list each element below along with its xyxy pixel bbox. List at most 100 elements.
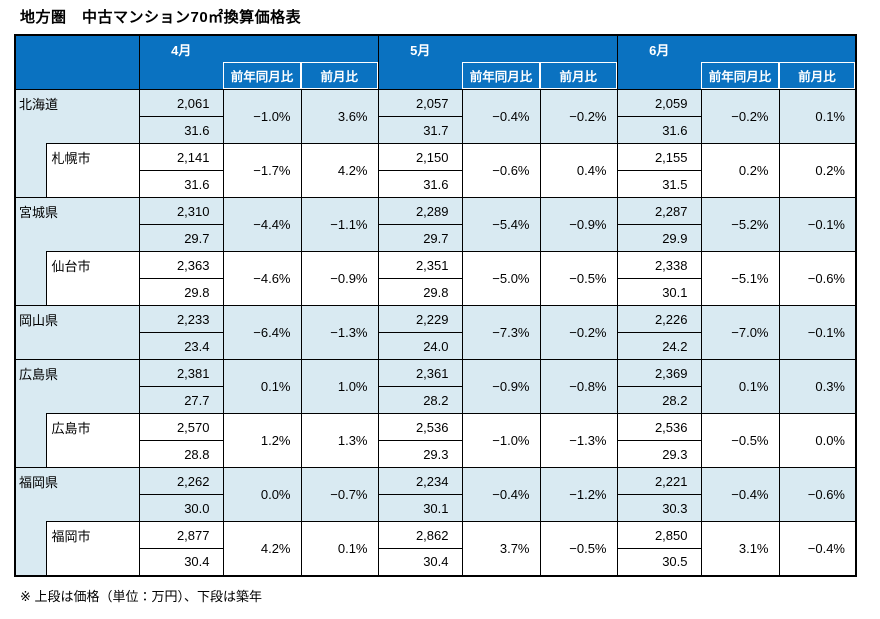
yoy-subheader-cell: 前年同月比 xyxy=(223,62,301,90)
price-cell: 2,570 xyxy=(138,413,224,441)
age-cell: 24.2 xyxy=(616,332,702,360)
price-cell: 2,338 xyxy=(616,251,702,279)
age-cell: 30.1 xyxy=(377,494,463,522)
yoy-subheader-cell: 前年同月比 xyxy=(701,62,779,90)
age-cell: 31.7 xyxy=(377,116,463,144)
price-cell: 2,310 xyxy=(138,197,224,225)
price-cell: 2,877 xyxy=(138,521,224,549)
prefecture-label: 北海道 xyxy=(19,97,59,112)
yoy-cell: 0.1% xyxy=(700,359,780,414)
prefecture-name-cell xyxy=(46,467,140,522)
mom-cell: −0.5% xyxy=(539,251,618,306)
prefecture-name-cell xyxy=(46,305,140,360)
price-cell: 2,862 xyxy=(377,521,463,549)
price-cell: 2,059 xyxy=(616,89,702,117)
price-cell: 2,536 xyxy=(377,413,463,441)
price-cell: 2,850 xyxy=(616,521,702,549)
yoy-cell: −0.4% xyxy=(700,467,780,522)
table-body: 北海道 2,061 −1.0% 3.6% 2,057 −0.4% −0.2% 2,059 −0.… xyxy=(14,89,857,576)
yoy-cell: −0.4% xyxy=(461,89,541,144)
city-name-cell: 広島市 xyxy=(45,413,140,468)
prefecture-strip: 福岡県 xyxy=(14,467,58,576)
mom-subheader-cell: 前月比 xyxy=(301,62,379,90)
mom-label: 前月比 xyxy=(779,62,855,89)
age-cell: 28.8 xyxy=(138,440,224,468)
price-cell: 2,234 xyxy=(377,467,463,495)
yoy-cell: −0.2% xyxy=(700,89,780,144)
mom-label: 前月比 xyxy=(540,62,617,89)
mom-cell: −0.6% xyxy=(778,467,857,522)
age-cell: 23.4 xyxy=(138,332,224,360)
price-cell: 2,287 xyxy=(616,197,702,225)
mom-cell: −0.2% xyxy=(539,305,618,360)
price-table: 4月 5月 6月 前年同月比 前月比 前年同月比 前月比 前年同月比 前月比 北… xyxy=(14,34,857,577)
mom-cell: −0.4% xyxy=(778,521,857,576)
prefecture-label: 福岡県 xyxy=(19,475,59,490)
prefecture-label: 広島県 xyxy=(19,367,59,382)
yoy-cell: 4.2% xyxy=(222,521,302,576)
mom-cell: −0.9% xyxy=(300,251,379,306)
footnote: ※ 上段は価格（単位：万円）、下段は築年 xyxy=(20,588,263,604)
yoy-label: 前年同月比 xyxy=(701,62,779,89)
price-cell: 2,155 xyxy=(616,143,702,171)
mom-label: 前月比 xyxy=(301,62,378,89)
mom-cell: −1.3% xyxy=(539,413,618,468)
age-cell: 28.2 xyxy=(377,386,463,414)
price-subheader-cell xyxy=(377,62,462,90)
prefecture-strip: 広島県 xyxy=(14,359,58,468)
age-cell: 29.7 xyxy=(138,224,224,252)
price-subheader-cell xyxy=(616,62,701,90)
page-title: 地方圏 中古マンション70㎡換算価格表 xyxy=(20,9,302,26)
age-cell: 29.3 xyxy=(377,440,463,468)
price-cell: 2,289 xyxy=(377,197,463,225)
yoy-cell: −1.0% xyxy=(461,413,541,468)
yoy-cell: −5.4% xyxy=(461,197,541,252)
age-cell: 30.4 xyxy=(138,548,224,576)
prefecture-label: 宮城県 xyxy=(19,205,59,220)
price-cell: 2,233 xyxy=(138,305,224,333)
age-cell: 28.2 xyxy=(616,386,702,414)
month-header-april: 4月 xyxy=(138,34,223,62)
price-cell: 2,141 xyxy=(138,143,224,171)
age-cell: 30.4 xyxy=(377,548,463,576)
mom-cell: 0.2% xyxy=(778,143,857,198)
yoy-cell: −7.3% xyxy=(461,305,541,360)
mom-cell: −1.1% xyxy=(300,197,379,252)
yoy-cell: −5.1% xyxy=(700,251,780,306)
month-header-june: 6月 xyxy=(616,34,701,62)
yoy-cell: −6.4% xyxy=(222,305,302,360)
mom-cell: 1.3% xyxy=(300,413,379,468)
mom-cell: 0.3% xyxy=(778,359,857,414)
price-cell: 2,351 xyxy=(377,251,463,279)
mom-cell: 1.0% xyxy=(300,359,379,414)
mom-cell: 0.1% xyxy=(778,89,857,144)
price-subheader-cell xyxy=(138,62,223,90)
prefecture-name-cell xyxy=(46,359,140,414)
price-cell: 2,061 xyxy=(138,89,224,117)
yoy-cell: −4.4% xyxy=(222,197,302,252)
mom-cell: 4.2% xyxy=(300,143,379,198)
yoy-cell: −7.0% xyxy=(700,305,780,360)
yoy-cell: −0.9% xyxy=(461,359,541,414)
prefecture-strip: 宮城県 xyxy=(14,197,58,306)
mom-cell: 0.1% xyxy=(300,521,379,576)
price-cell: 2,262 xyxy=(138,467,224,495)
mom-cell: −0.9% xyxy=(539,197,618,252)
mom-cell: −1.2% xyxy=(539,467,618,522)
city-name-cell: 仙台市 xyxy=(45,251,140,306)
yoy-cell: −1.0% xyxy=(222,89,302,144)
price-cell: 2,229 xyxy=(377,305,463,333)
mom-cell: −0.5% xyxy=(539,521,618,576)
mom-cell: −0.6% xyxy=(778,251,857,306)
yoy-cell: 0.1% xyxy=(222,359,302,414)
price-cell: 2,369 xyxy=(616,359,702,387)
age-cell: 30.5 xyxy=(616,548,702,576)
city-name-cell: 福岡市 xyxy=(45,521,140,576)
yoy-cell: −5.2% xyxy=(700,197,780,252)
yoy-cell: −0.6% xyxy=(461,143,541,198)
price-cell: 2,150 xyxy=(377,143,463,171)
yoy-label: 前年同月比 xyxy=(462,62,540,89)
prefecture-strip: 岡山県 xyxy=(14,305,58,360)
price-cell: 2,361 xyxy=(377,359,463,387)
